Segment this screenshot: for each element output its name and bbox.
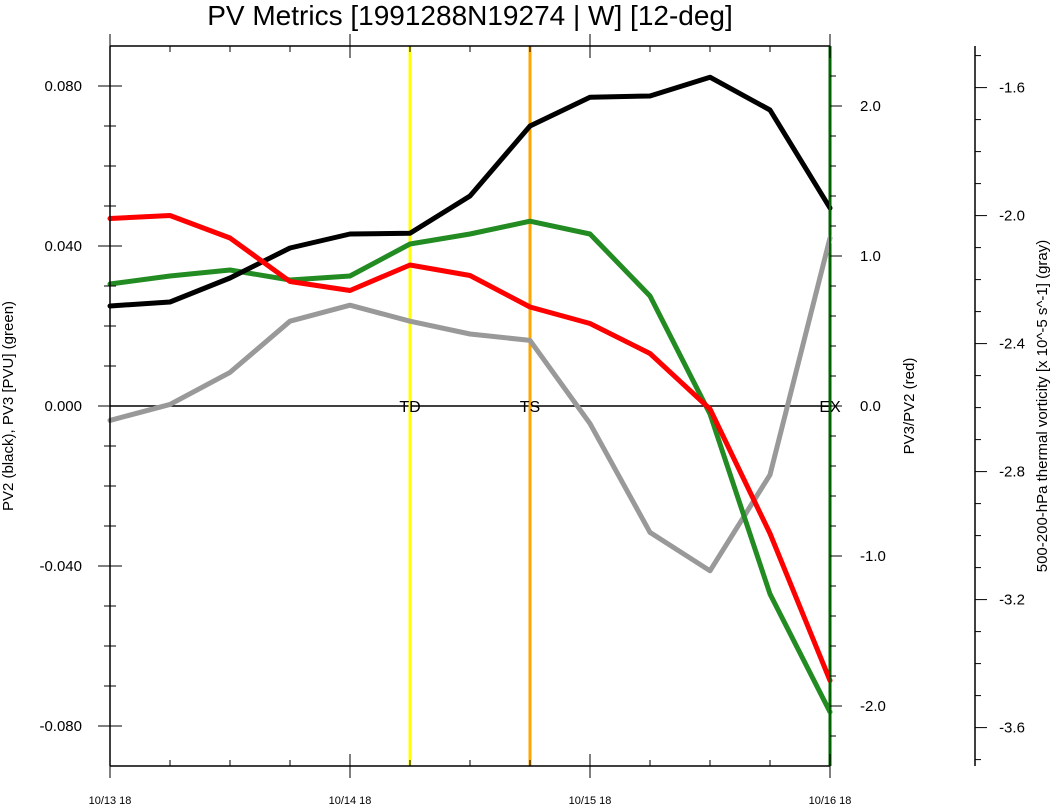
chart-title: PV Metrics [1991288N19274 | W] [12-deg] [207, 0, 733, 31]
left-tick-label: 0.040 [44, 238, 82, 255]
marker-label-td: TD [399, 399, 420, 416]
x-tick-label: 10/14 18 [329, 795, 372, 805]
series-line-2 [107, 213, 833, 683]
right-tick-label: 1.0 [860, 248, 881, 265]
far-right-tick-label: -3.2 [999, 592, 1025, 609]
x-tick-label: 10/15 18 [569, 795, 612, 805]
series-line-3 [107, 235, 833, 574]
series-line-1 [107, 218, 833, 715]
far-right-tick-label: -2.4 [999, 336, 1025, 353]
data-lines-layer: TD TS EX [107, 46, 841, 766]
left-tick-label: 0.080 [44, 78, 82, 95]
far-right-tick-label: -2.0 [999, 208, 1025, 225]
far-right-tick-label: -2.8 [999, 464, 1025, 481]
x-tick-label: 10/13 18 [89, 795, 132, 805]
left-tick-label: -0.080 [39, 718, 82, 735]
right-tick-label: 0.0 [860, 398, 881, 415]
right-axis-label: PV3/PV2 (red) [901, 358, 918, 455]
right-tick-label: 2.0 [860, 98, 881, 115]
far-right-tick-label: -3.6 [999, 720, 1025, 737]
x-tick-label: 10/16 18 [809, 795, 852, 805]
marker-label-ts: TS [520, 399, 540, 416]
far-right-tick-label: -1.6 [999, 80, 1025, 97]
right-tick-label: -1.0 [860, 548, 886, 565]
right-tick-label: -2.0 [860, 698, 886, 715]
axes-layer: -0.080 -0.040 0.000 0.040 0.080 -2.0 -1.0 0.0 1.… [39, 34, 1025, 805]
left-tick-label: -0.040 [39, 558, 82, 575]
left-tick-label: 0.000 [44, 398, 82, 415]
series-line-0 [107, 74, 833, 309]
left-axis-label: PV2 (black), PV3 [PVU] (green) [0, 301, 17, 511]
far-right-axis-label: 500-200-hPa thermal vorticity [x 10^-5 s… [1034, 240, 1051, 573]
